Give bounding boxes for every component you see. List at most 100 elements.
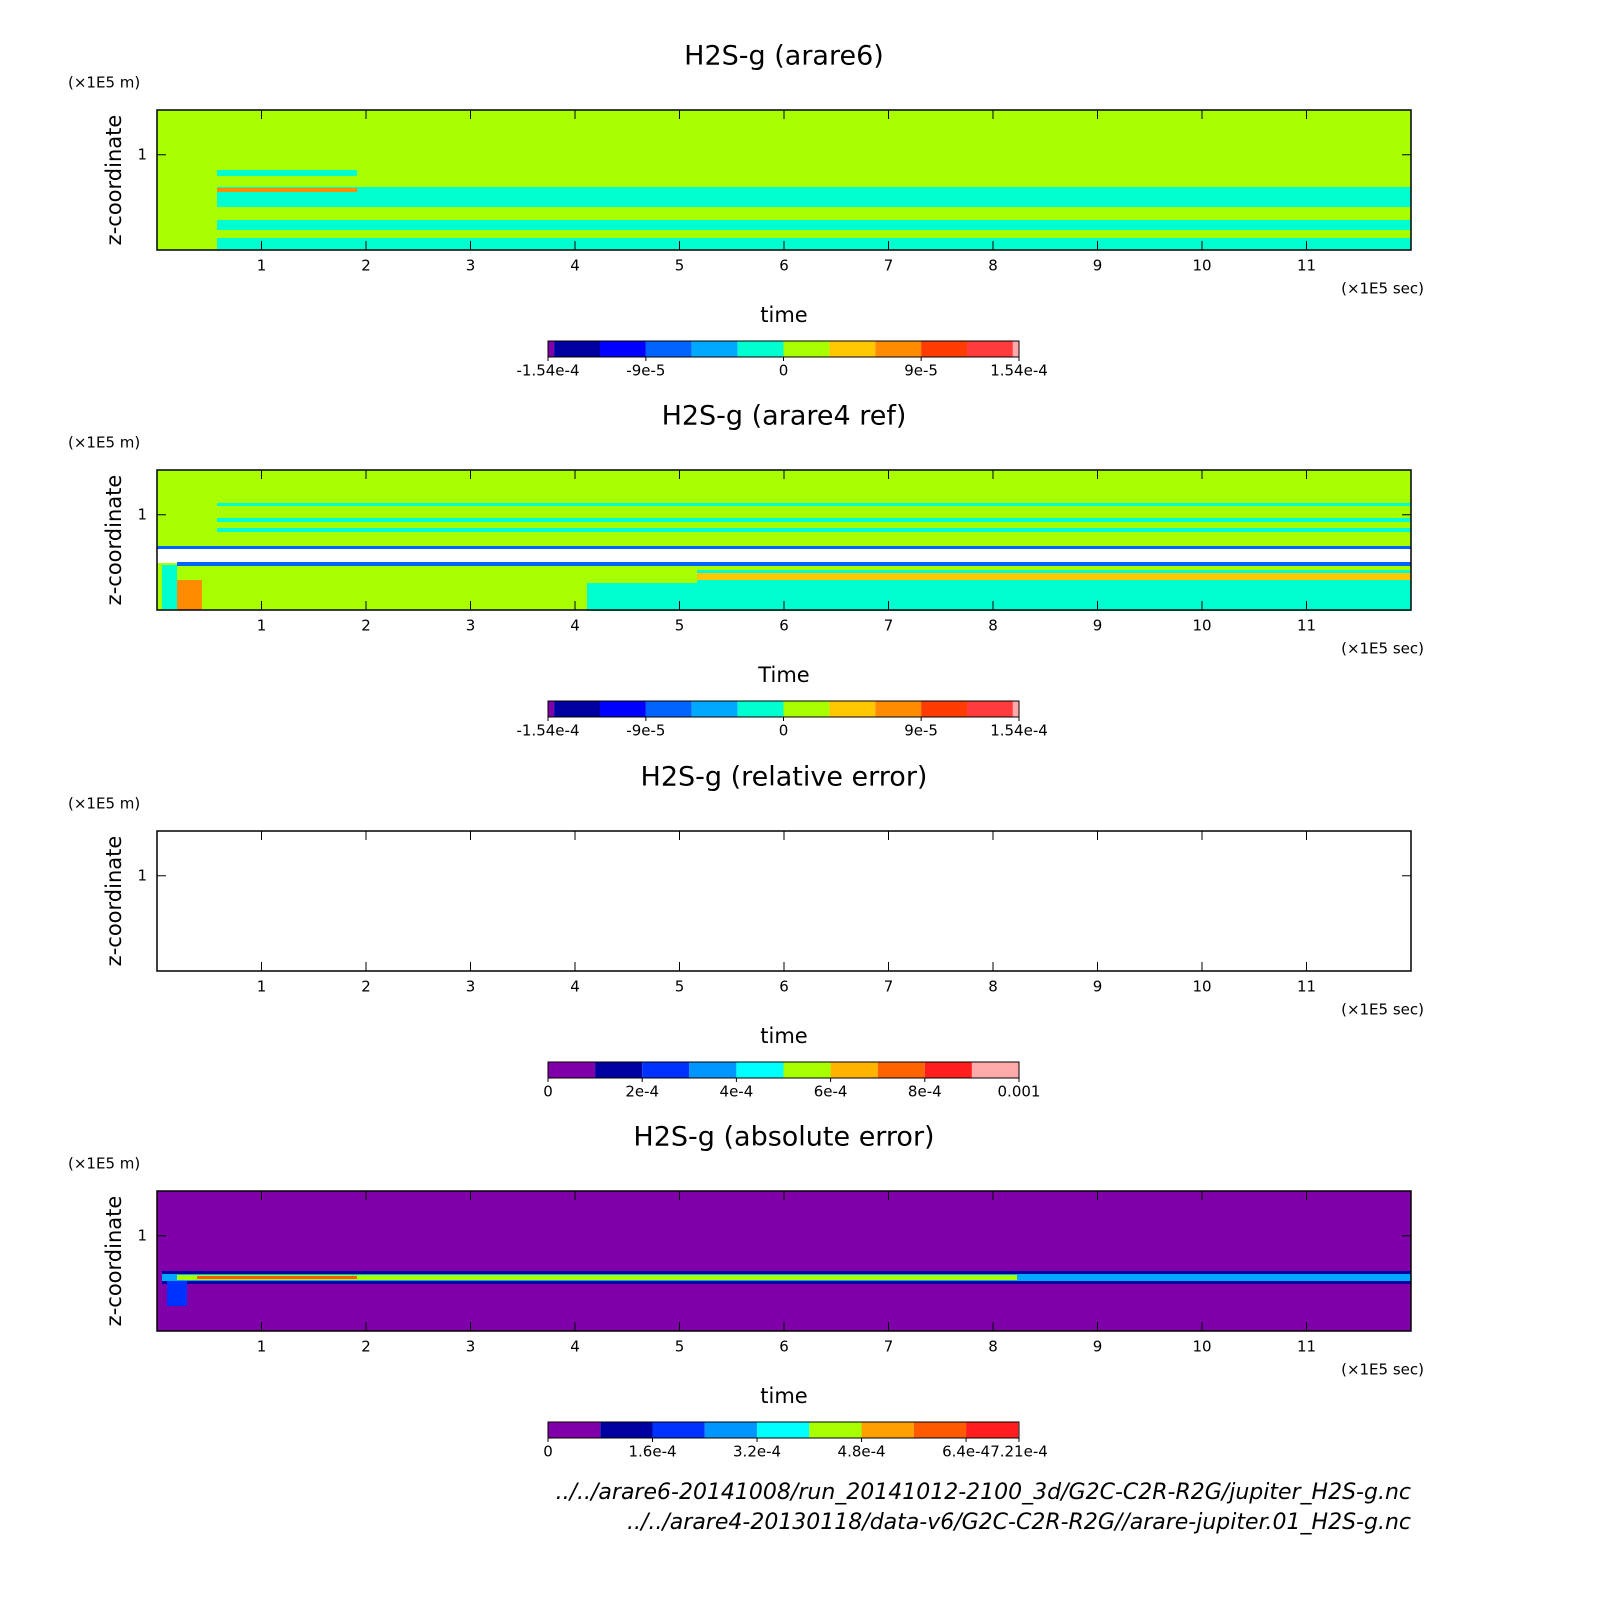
x-tick-label: 8	[988, 978, 998, 996]
colorbar-tick-label: -9e-5	[626, 362, 665, 380]
field-region	[157, 549, 1411, 563]
colorbar-tick-label: 0	[543, 1443, 553, 1461]
x-tick-label: 1	[257, 1338, 267, 1356]
x-tick-label: 7	[884, 257, 894, 275]
colorbar-tick-label: 2e-4	[625, 1083, 659, 1101]
field-region	[217, 518, 1411, 522]
colorbar-frame	[547, 1421, 1020, 1439]
x-tick-label: 2	[361, 617, 371, 635]
colorbar-tick-label: 6.4e-4	[942, 1443, 990, 1461]
x-tick-label: 2	[361, 1338, 371, 1356]
y-unit: (×1E5 m)	[68, 434, 140, 452]
colorbar-tick-label: -1.54e-4	[517, 362, 580, 380]
x-tick-label: 11	[1297, 1338, 1316, 1356]
panel: H2S-g (arare4 ref) (×1E5 m) z-coordinate (×…	[68, 401, 1424, 740]
x-tick-label: 10	[1192, 1338, 1211, 1356]
colorbar-segment	[830, 1062, 878, 1078]
field-region	[217, 503, 1411, 506]
x-tick-label: 4	[570, 617, 580, 635]
y-unit: (×1E5 m)	[68, 1155, 140, 1173]
x-tick-label: 10	[1192, 617, 1211, 635]
colorbar-segment	[967, 701, 1013, 717]
x-unit: (×1E5 sec)	[1341, 280, 1424, 298]
x-tick-label: 10	[1192, 257, 1211, 275]
field-region	[197, 1276, 357, 1279]
x-tick-label: 2	[361, 257, 371, 275]
y-tick-label: 1	[137, 1226, 147, 1244]
panel: H2S-g (absolute error) (×1E5 m) z-coordina…	[68, 1122, 1424, 1461]
colorbar-segment	[877, 1062, 925, 1078]
colorbar-frame	[547, 1061, 1020, 1079]
colorbar-segment	[875, 701, 922, 717]
y-tick-label: 1	[137, 505, 147, 523]
colorbar-segment	[1012, 701, 1019, 717]
x-tick-label: 11	[1297, 257, 1316, 275]
x-tick-label: 3	[466, 257, 476, 275]
x-tick-label: 5	[675, 1338, 685, 1356]
y-axis-label: z-coordinate	[102, 1196, 126, 1327]
x-tick-label: 10	[1192, 978, 1211, 996]
colorbar-segment	[913, 1422, 967, 1438]
colorbar-segment	[1012, 341, 1019, 357]
colorbar-tick-label: 8e-4	[908, 1083, 942, 1101]
field-region	[157, 240, 617, 250]
x-tick-label: 9	[1093, 257, 1103, 275]
colorbar-tick-label: -1.54e-4	[517, 722, 580, 740]
colorbar-segment	[548, 1062, 596, 1078]
colorbar-segment	[966, 1422, 1019, 1438]
colorbar-segment	[691, 341, 738, 357]
y-unit: (×1E5 m)	[68, 74, 140, 92]
colorbar-tick-label: 0	[779, 362, 789, 380]
x-tick-label: 7	[884, 617, 894, 635]
panel-title: H2S-g (absolute error)	[633, 1122, 934, 1153]
field-region	[587, 583, 1411, 611]
x-tick-label: 3	[466, 1338, 476, 1356]
x-tick-label: 7	[884, 978, 894, 996]
x-tick-label: 5	[675, 257, 685, 275]
colorbar-segment	[783, 341, 830, 357]
field-region	[157, 130, 217, 250]
colorbar-segment	[921, 341, 968, 357]
colorbar-tick-label: 3.2e-4	[733, 1443, 781, 1461]
plot-frame	[156, 830, 1412, 972]
panel-title: H2S-g (arare6)	[684, 41, 884, 72]
colorbar-segment	[924, 1062, 972, 1078]
x-tick-label: 11	[1297, 978, 1316, 996]
field-region	[157, 1191, 1411, 1331]
y-unit: (×1E5 m)	[68, 795, 140, 813]
field-region	[157, 546, 1411, 550]
colorbar-tick-label: 0	[779, 722, 789, 740]
x-unit: (×1E5 sec)	[1341, 640, 1424, 658]
colorbar-segment	[599, 341, 646, 357]
colorbar-segment	[829, 341, 876, 357]
x-tick-label: 7	[884, 1338, 894, 1356]
colorbar-segment	[645, 341, 692, 357]
colorbar-tick-label: 1.54e-4	[990, 722, 1048, 740]
colorbar-segment	[600, 1422, 653, 1438]
x-tick-label: 1	[257, 257, 267, 275]
x-tick-label: 5	[675, 617, 685, 635]
x-unit: (×1E5 sec)	[1341, 1361, 1424, 1379]
x-axis-label: time	[760, 303, 807, 327]
x-tick-label: 8	[988, 257, 998, 275]
colorbar-segment	[554, 701, 600, 717]
colorbar-tick-label: 0.001	[998, 1083, 1041, 1101]
panel: H2S-g (relative error) (×1E5 m) z-coordina…	[68, 762, 1424, 1101]
x-tick-label: 2	[361, 978, 371, 996]
colorbar-segment	[737, 341, 784, 357]
y-tick-label: 1	[137, 145, 147, 163]
panel: H2S-g (arare6) (×1E5 m) z-coordinate (×1E5 …	[68, 41, 1424, 380]
colorbar-tick-label: -9e-5	[626, 722, 665, 740]
colorbar-tick-label: 4e-4	[720, 1083, 754, 1101]
field-region	[177, 562, 1411, 566]
colorbar-segment	[829, 701, 876, 717]
colorbar-segment	[554, 341, 600, 357]
colorbar-segment	[783, 701, 830, 717]
x-tick-label: 8	[988, 1338, 998, 1356]
colorbar-segment	[783, 1062, 831, 1078]
x-tick-label: 6	[779, 617, 789, 635]
colorbar-segment	[757, 1422, 810, 1438]
colorbar-segment	[971, 1062, 1019, 1078]
